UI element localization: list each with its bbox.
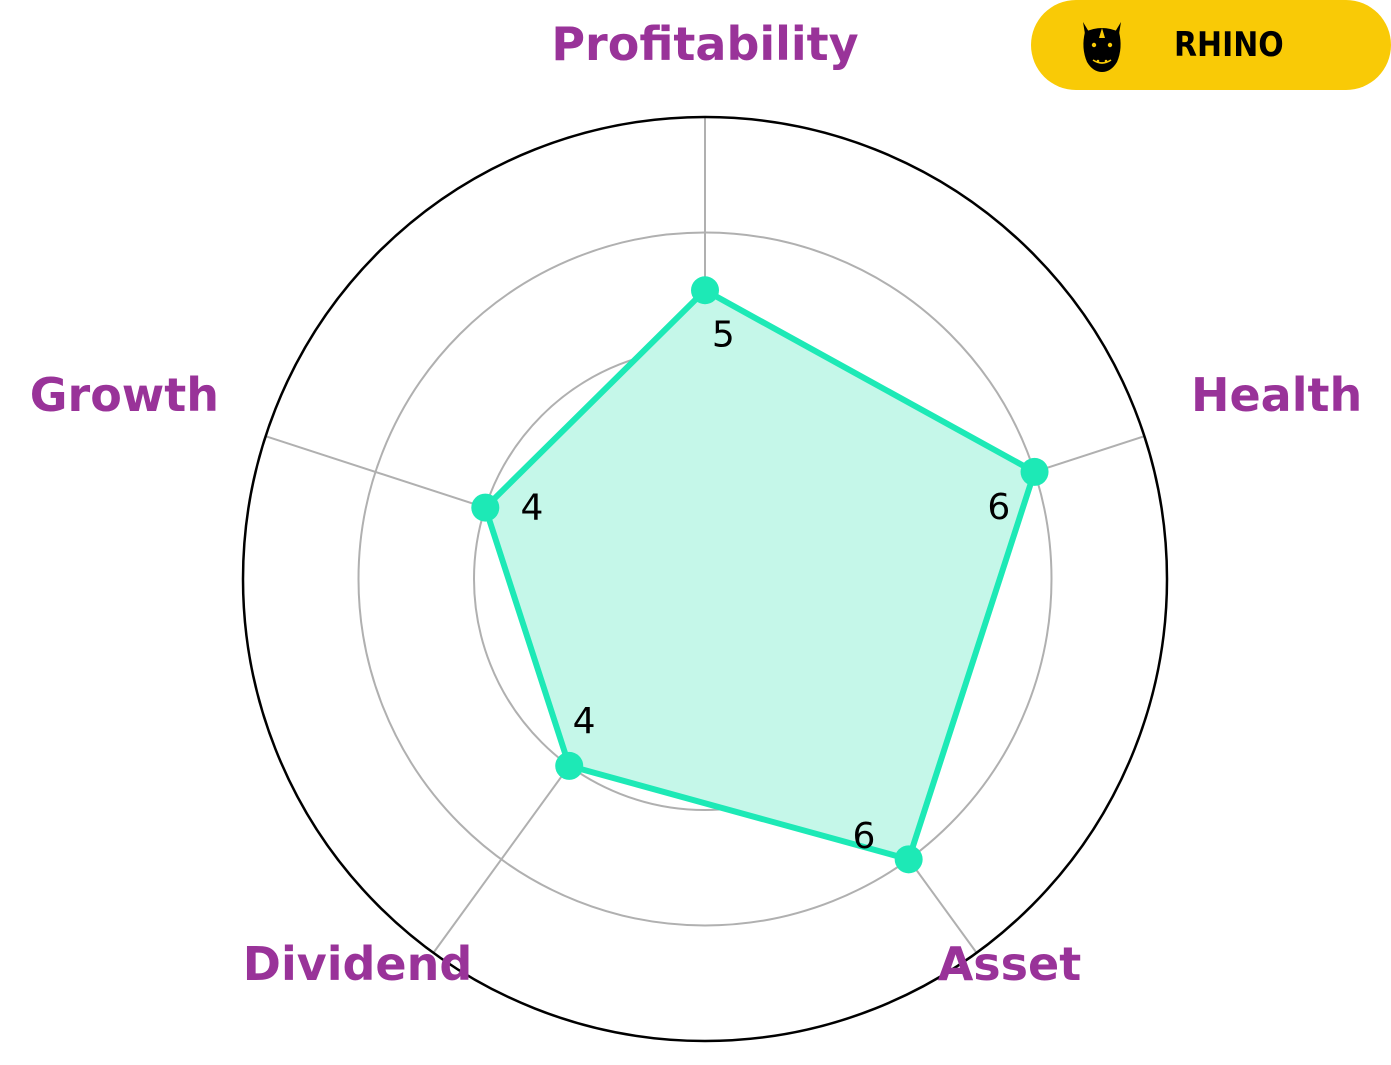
rhino-icon — [1083, 22, 1121, 72]
brand-badge: RHINO — [1031, 0, 1391, 90]
data-point-health — [1020, 457, 1049, 486]
value-label-profitability: 5 — [712, 314, 735, 355]
label-layer: 5 6 6 4 4 Profitability Health Asset Dividend Gro… — [30, 17, 1362, 991]
data-point-profitability — [691, 276, 719, 305]
outer-ring — [241, 115, 1169, 1043]
axis-label-health: Health — [1191, 368, 1362, 422]
series-layer — [471, 276, 1049, 874]
axis-label-profitability: Profitability — [551, 17, 858, 71]
data-point-dividend — [555, 751, 584, 780]
value-label-asset: 6 — [853, 816, 876, 857]
value-label-growth: 4 — [521, 488, 544, 529]
data-point-asset — [894, 845, 923, 874]
axis-label-dividend: Dividend — [243, 937, 473, 991]
data-point-growth — [471, 493, 500, 522]
axis-label-growth: Growth — [30, 368, 219, 422]
value-label-health: 6 — [987, 487, 1010, 528]
series-fill — [485, 290, 1035, 860]
series-line — [482, 287, 1038, 863]
axis-label-asset: Asset — [938, 937, 1082, 991]
value-label-dividend: 4 — [573, 701, 596, 742]
brand-name: RHINO — [1174, 25, 1284, 65]
